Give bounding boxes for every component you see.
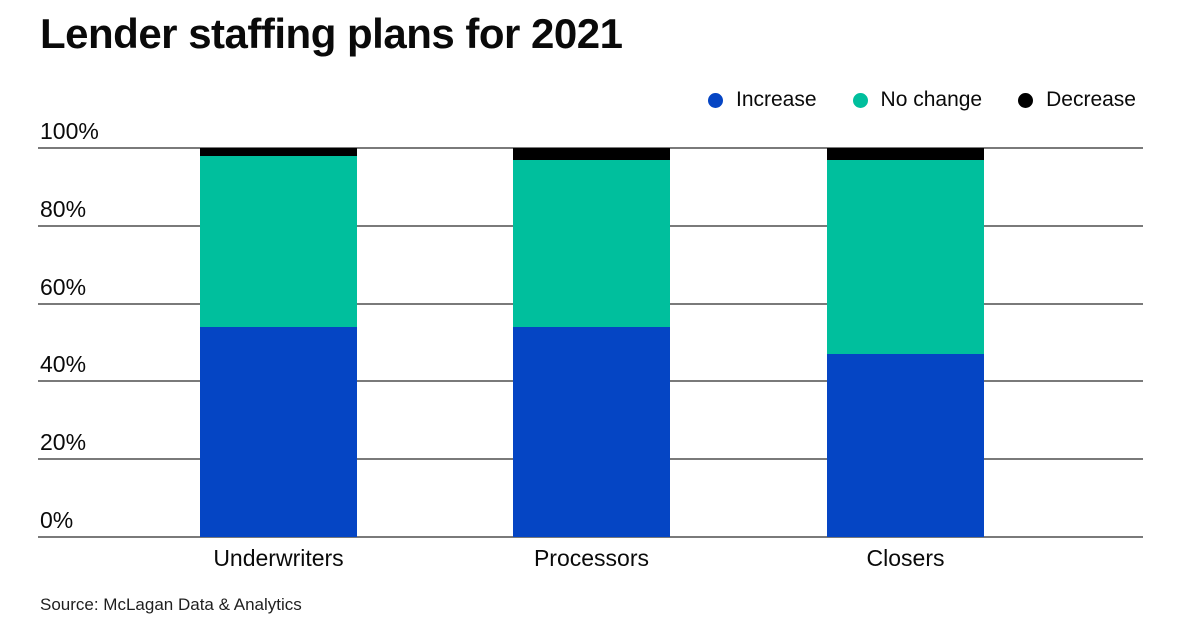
bar-segment-closers-increase [827,354,984,537]
bar-segment-underwriters-decrease [200,148,357,156]
legend-label-increase: Increase [735,88,817,111]
y-tick-label-40: 40% [40,351,87,378]
y-tick-label-80: 80% [40,195,87,222]
legend-item-no-change: No change [852,88,983,112]
legend: Increase No change Decrease [707,88,1136,112]
y-tick-label-60: 60% [40,273,87,300]
legend-item-decrease: Decrease [1018,88,1136,112]
y-tick-label-20: 20% [40,429,87,456]
bar-closers [827,148,984,537]
no-change-dot-icon [852,92,868,108]
source-note: Source: McLagan Data & Analytics [40,595,302,614]
plot-area: 0% 20% 40% 60% 80% 100% Underwriters Processors… [38,120,1143,571]
decrease-dot-icon [1018,92,1034,108]
bar-segment-processors-no-change [513,159,670,327]
x-axis-label-underwriters: Underwriters [213,545,344,571]
bar-segment-processors-decrease [513,148,670,160]
x-axis-label-closers: Closers [866,545,945,571]
bar-segment-underwriters-increase [200,326,357,537]
bar-processors [513,148,670,537]
bar-segment-closers-decrease [827,148,984,160]
bar-underwriters [200,148,357,537]
bar-segment-closers-no-change [827,159,984,355]
legend-label-no-change: No change [880,88,983,111]
y-tick-label-100: 100% [40,118,99,144]
bar-segment-processors-increase [513,326,670,537]
bar-segment-underwriters-no-change [200,155,357,327]
y-tick-label-0: 0% [40,507,74,533]
x-axis-label-processors: Processors [533,545,650,571]
chart-title: Lender staffing plans for 2021 [40,10,623,57]
gridline-0 [38,536,1143,538]
legend-label-decrease: Decrease [1046,88,1136,111]
legend-item-increase: Increase [707,88,817,112]
increase-dot-icon [707,92,723,108]
